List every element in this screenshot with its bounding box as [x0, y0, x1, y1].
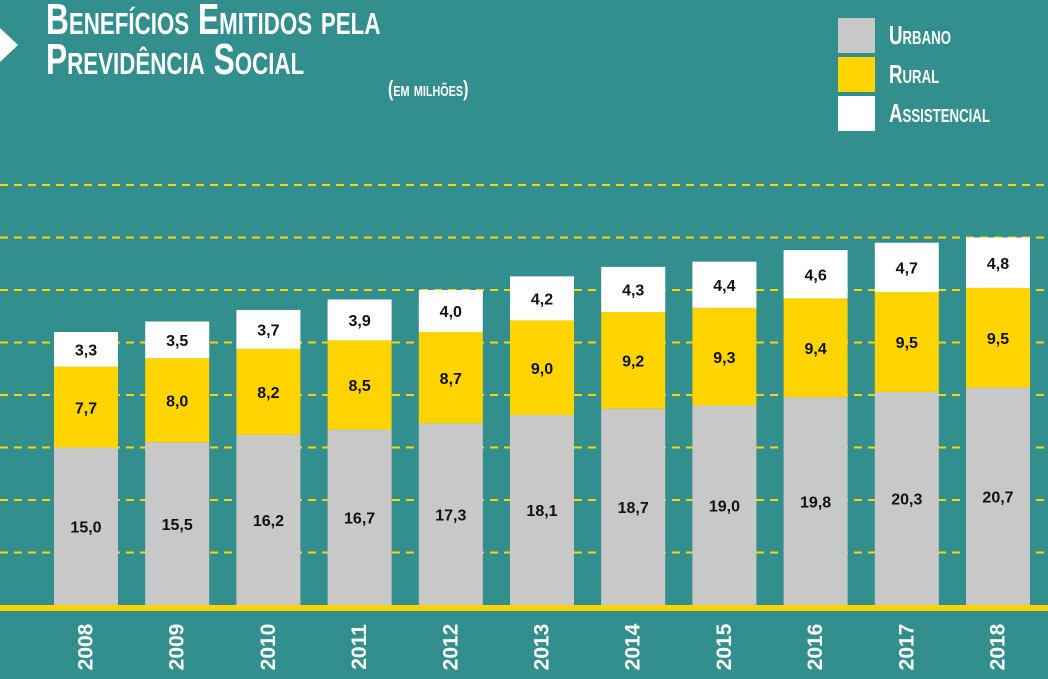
- data-label: 8,0: [166, 393, 188, 410]
- data-label: 15,5: [162, 517, 193, 534]
- bar-segment: [966, 387, 1030, 605]
- chart-subtitle: (em milhões): [388, 76, 469, 101]
- data-label: 9,5: [987, 331, 1009, 348]
- x-tick-label: 2018: [987, 623, 1010, 670]
- data-label: 20,3: [891, 492, 922, 509]
- x-tick-label: 2015: [713, 623, 736, 670]
- chart-title-block: Benefícios Emitidos pela Previdência Soc…: [46, 0, 622, 101]
- x-tick-label: 2009: [166, 624, 189, 671]
- bar-segment: [510, 276, 574, 321]
- legend-swatch: [838, 96, 875, 131]
- x-tick-label: 2013: [531, 624, 554, 671]
- bar-segment: [236, 348, 301, 435]
- x-tick-label: 2008: [75, 623, 98, 670]
- data-label: 18,7: [618, 500, 649, 517]
- legend-swatch: [838, 18, 875, 53]
- x-tick-label: 2014: [622, 623, 645, 670]
- bar-segment: [327, 429, 392, 605]
- bar-segment: [783, 397, 848, 605]
- chart-subtitle-line: (em milhões): [388, 62, 468, 109]
- data-label: 16,2: [253, 513, 284, 530]
- data-label: 19,8: [800, 494, 831, 511]
- x-tick-label: 2012: [439, 624, 462, 671]
- bar-segment: [601, 408, 666, 605]
- bar-segment: [54, 366, 118, 448]
- data-label: 4,4: [713, 278, 735, 295]
- data-label: 8,5: [348, 378, 370, 395]
- data-label: 15,0: [70, 519, 101, 536]
- bar-segment: [418, 423, 483, 605]
- bar-segment: [418, 332, 483, 424]
- bar-segment: [601, 312, 666, 409]
- legend-label: Urbano: [889, 20, 951, 50]
- bar-segment: [145, 442, 210, 605]
- bar-segment: [874, 242, 939, 293]
- legend-swatch: [838, 57, 875, 92]
- data-label: 4,0: [440, 304, 462, 321]
- baseline: [0, 605, 1048, 611]
- chart-title: Benefícios Emitidos pela Previdência Soc…: [46, 0, 381, 84]
- data-label: 4,3: [622, 283, 644, 300]
- data-label: 9,2: [622, 354, 644, 371]
- x-tick-label: 2017: [895, 624, 918, 671]
- bar-segment: [692, 261, 757, 308]
- data-label: 9,4: [804, 341, 826, 358]
- data-label: 8,7: [440, 371, 462, 388]
- data-label: 4,6: [804, 267, 826, 284]
- data-label: 20,7: [982, 490, 1013, 507]
- bar-segment: [54, 332, 118, 367]
- x-tick-label: 2016: [804, 624, 827, 671]
- data-label: 9,5: [896, 335, 918, 352]
- data-label: 4,7: [896, 261, 918, 278]
- data-label: 19,0: [709, 498, 740, 515]
- x-tick-label: 2010: [257, 624, 280, 671]
- bar-segment: [145, 321, 210, 359]
- bar-segment: [692, 307, 757, 406]
- data-label: 9,0: [531, 361, 553, 378]
- data-label: 9,3: [713, 350, 735, 367]
- data-label: 8,2: [257, 385, 279, 402]
- bar-segment: [510, 320, 574, 415]
- bar-segment: [236, 309, 301, 349]
- bar-segment: [327, 299, 392, 341]
- bar-segment: [966, 287, 1030, 388]
- data-label: 18,1: [526, 503, 557, 520]
- data-label: 16,7: [344, 511, 375, 528]
- data-label: 3,9: [348, 313, 370, 330]
- bar-segment: [692, 405, 757, 605]
- x-tick-label: 2011: [348, 624, 371, 670]
- data-label: 3,5: [166, 333, 188, 350]
- bar-segment: [418, 290, 483, 332]
- bar-segment: [236, 434, 301, 605]
- bar-segment: [874, 391, 939, 605]
- bar-segment: [874, 292, 939, 392]
- data-label: 3,3: [75, 343, 97, 360]
- arrow-icon: [0, 28, 18, 62]
- data-label: 4,2: [531, 292, 553, 309]
- data-label: 7,7: [75, 400, 97, 417]
- legend-label: Rural: [889, 59, 939, 89]
- data-label: 17,3: [435, 507, 466, 524]
- bar-segment: [601, 266, 666, 313]
- bar-segment: [145, 358, 210, 443]
- bar-segment: [327, 340, 392, 430]
- legend-label: Assistencial: [889, 98, 990, 128]
- data-label: 3,7: [257, 323, 279, 340]
- data-label: 4,8: [987, 256, 1009, 273]
- bar-segment: [510, 414, 574, 605]
- bar-segment: [54, 447, 118, 605]
- bar-segment: [783, 298, 848, 398]
- bar-segment: [966, 237, 1030, 288]
- bar-segment: [783, 250, 848, 299]
